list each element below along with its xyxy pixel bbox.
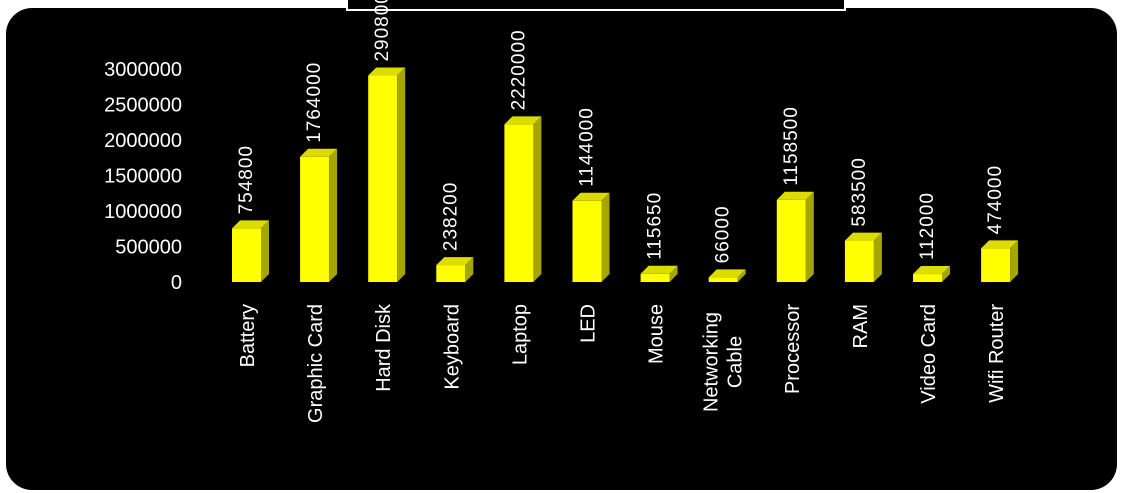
chart-title-bar: [346, 0, 846, 11]
value-label: 66000: [713, 205, 734, 263]
bar-side: [601, 192, 610, 282]
category-label: Networking Cable: [701, 312, 747, 412]
y-tick-label: 1000000: [104, 201, 182, 223]
bar-top: [708, 269, 746, 278]
bar: [844, 232, 882, 282]
value-label: 1764000: [304, 62, 325, 143]
bar-side: [329, 148, 338, 282]
y-tick-label: 0: [171, 272, 182, 294]
bar: [572, 192, 610, 282]
category-labels: Battery Graphic Card Hard Disk Keyboard Lapt…: [237, 303, 1008, 423]
value-label: 754800: [236, 145, 257, 214]
y-tick-label: 500000: [115, 237, 182, 259]
bar: [776, 191, 814, 282]
bar-top: [913, 266, 950, 275]
bar-side: [942, 266, 950, 282]
y-axis: 0 500000 1000000 1500000 2000000 2500000 30000…: [104, 59, 182, 294]
bar: [232, 220, 269, 282]
bar-front: [300, 156, 330, 282]
bar-front: [368, 75, 398, 282]
bar-top: [776, 191, 814, 200]
category-label: Hard Disk: [373, 303, 395, 392]
value-label: 112000: [917, 192, 938, 260]
category-label: Wifi Router: [986, 304, 1008, 403]
value-label: 115650: [645, 192, 666, 260]
bar: [913, 266, 950, 282]
category-label: Battery: [237, 304, 259, 367]
bar-front: [776, 199, 806, 282]
category-label: Mouse: [646, 304, 668, 364]
bar-side: [737, 269, 746, 282]
category-label: Processor: [782, 304, 804, 394]
bar: [981, 240, 1019, 282]
bar-top: [981, 240, 1019, 249]
bar: [708, 269, 746, 282]
category-label: LED: [578, 304, 600, 343]
bar-top: [844, 232, 882, 241]
category-label: Video Card: [918, 304, 940, 404]
bar-top: [504, 116, 542, 125]
bar-front: [232, 228, 261, 282]
bar-side: [669, 265, 678, 282]
category-label: Graphic Card: [305, 304, 327, 423]
value-label: 238200: [440, 182, 461, 251]
bar-front: [981, 248, 1011, 282]
y-tick-label: 2000000: [104, 130, 182, 152]
bar-side: [465, 257, 474, 282]
bar-top: [640, 265, 678, 274]
bar: [436, 257, 474, 282]
value-labels: 754800 1764000 2908000 238200 2220000 1144000…: [236, 0, 1006, 263]
value-label: 1158500: [781, 106, 802, 186]
bar-front: [640, 273, 670, 282]
bar-front: [436, 265, 466, 282]
bar-side: [533, 116, 542, 282]
bar-top: [572, 192, 610, 201]
bar-side: [261, 220, 269, 282]
bars: [232, 67, 1019, 282]
y-tick-label: 1500000: [104, 166, 182, 188]
bar: [504, 116, 542, 282]
y-tick-label: 3000000: [104, 59, 182, 81]
bar-front: [913, 274, 942, 282]
bar-top: [368, 67, 406, 76]
category-label: Keyboard: [441, 304, 463, 390]
bar: [368, 67, 406, 282]
bar-top: [436, 257, 474, 266]
value-label: 2220000: [508, 29, 529, 110]
value-label: 2908000: [372, 0, 393, 62]
bar-top: [300, 148, 338, 157]
bar-side: [805, 191, 814, 282]
category-label: RAM: [850, 304, 872, 348]
bar: [640, 265, 678, 282]
bar-front: [708, 277, 738, 282]
chart-panel: [6, 8, 1117, 490]
bar-side: [397, 67, 406, 282]
y-tick-label: 2500000: [104, 95, 182, 117]
value-label: 583500: [849, 157, 870, 226]
bar-top: [232, 220, 269, 229]
bar-front: [844, 240, 874, 282]
bar: [300, 148, 338, 282]
bar-side: [1010, 240, 1019, 282]
bar-side: [873, 232, 882, 282]
bar-front: [504, 124, 534, 282]
value-label: 1144000: [577, 107, 598, 187]
category-label: Laptop: [509, 304, 531, 365]
value-label: 474000: [985, 165, 1006, 234]
bar-front: [572, 200, 602, 282]
